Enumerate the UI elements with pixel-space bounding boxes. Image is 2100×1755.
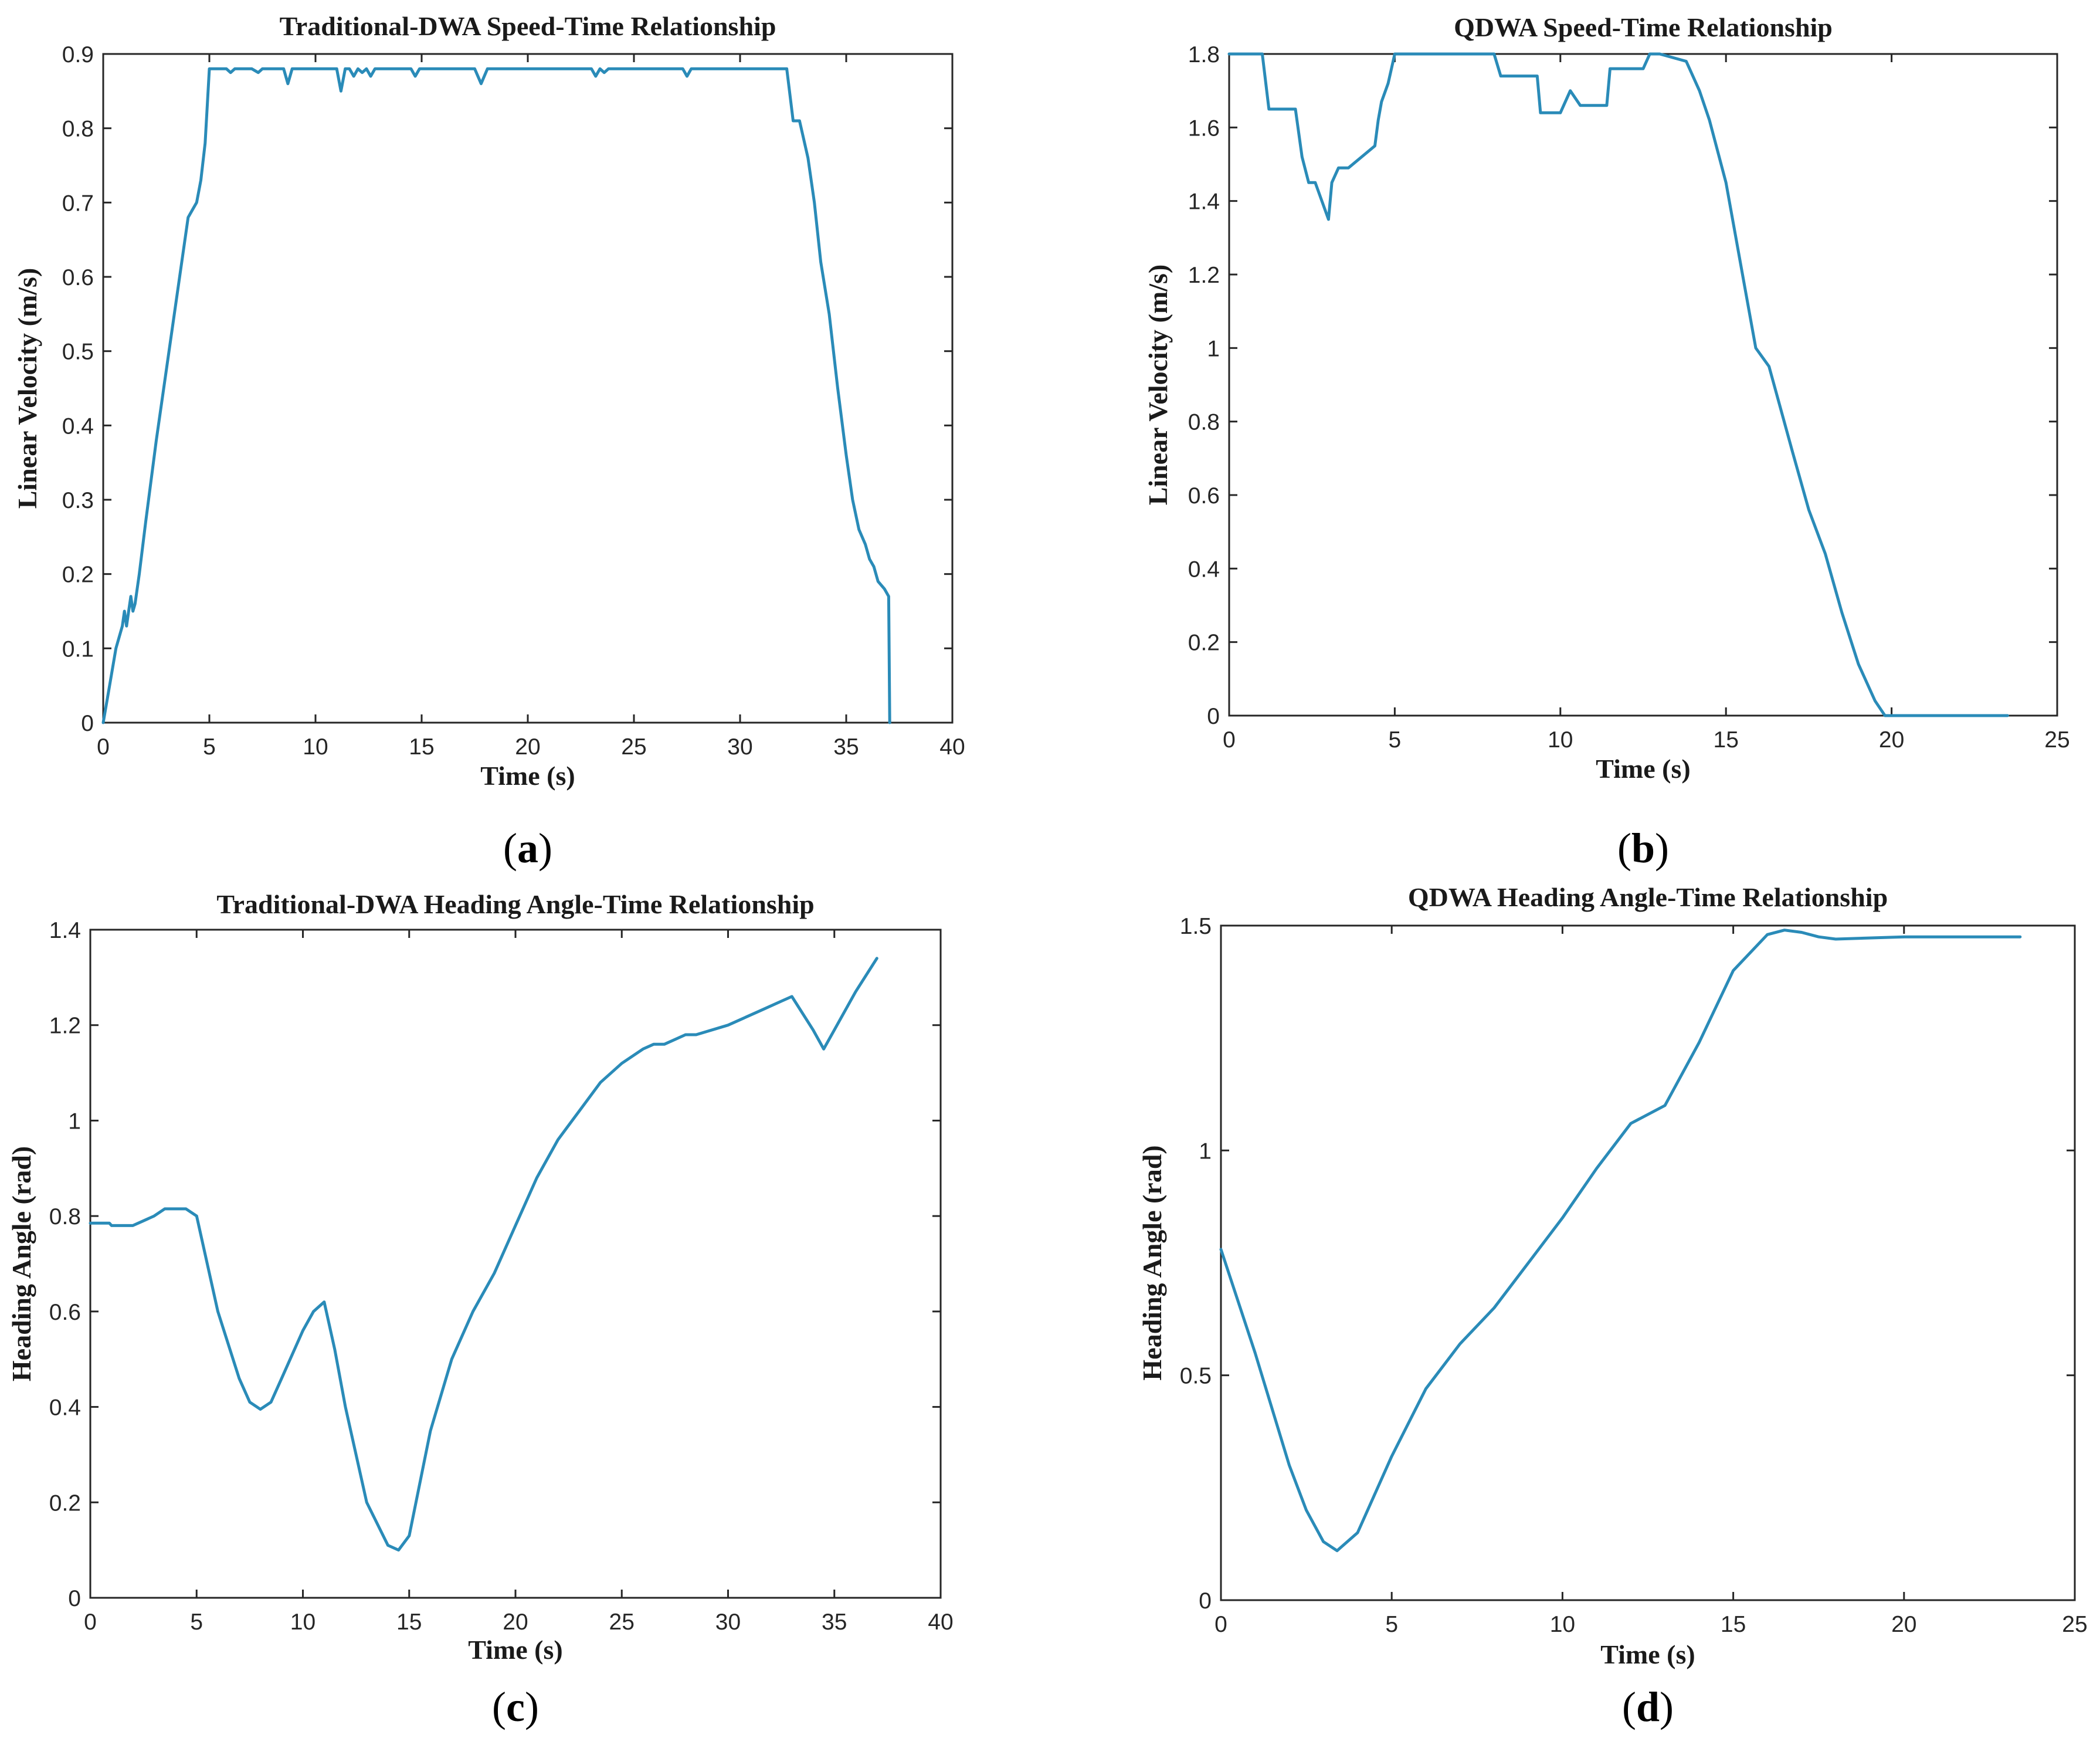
- x-tick-label: 30: [715, 1610, 741, 1635]
- x-tick-label: 10: [1550, 1612, 1575, 1637]
- x-tick-label: 5: [190, 1610, 203, 1635]
- y-tick-label: 1.4: [1188, 189, 1220, 215]
- x-tick-label: 5: [1389, 727, 1402, 753]
- y-tick-label: 0.6: [62, 265, 94, 290]
- y-tick-label: 1.2: [1188, 263, 1220, 288]
- x-tick-label: 40: [939, 734, 965, 760]
- y-tick-label: 0.3: [62, 488, 94, 513]
- x-tick-label: 20: [503, 1610, 528, 1635]
- y-tick-label: 1: [1199, 1139, 1212, 1164]
- x-tick-label: 15: [1721, 1612, 1746, 1637]
- axes-box: [1220, 924, 2076, 1601]
- y-tick-label: 1.5: [1180, 914, 1212, 939]
- chart-title: Traditional-DWA Heading Angle-Time Relat…: [216, 889, 814, 919]
- x-tick-label: 25: [609, 1610, 635, 1635]
- x-axis-label: Time (s): [468, 1635, 562, 1665]
- axes-box: [1228, 53, 2058, 717]
- x-tick-label: 25: [2062, 1612, 2087, 1637]
- x-tick-label: 35: [822, 1610, 847, 1635]
- panel-label-letter: a: [517, 825, 538, 872]
- y-axis-label: Linear Velocity (m/s): [12, 268, 42, 509]
- x-tick-label: 10: [1548, 727, 1573, 753]
- y-axis-label: Heading Angle (rad): [1137, 1145, 1167, 1380]
- panel-label-letter: b: [1631, 825, 1655, 872]
- y-tick-label: 0.8: [1188, 410, 1220, 435]
- x-tick-label: 0: [97, 734, 110, 760]
- x-tick-label: 15: [1714, 727, 1739, 753]
- series-line: [1219, 929, 2022, 1553]
- y-tick-label: 0.1: [62, 636, 94, 662]
- y-tick-label: 0: [68, 1586, 81, 1611]
- chart-title: QDWA Heading Angle-Time Relationship: [1408, 882, 1888, 912]
- chart-panel-a: 0 5 10 15 20 25 30 35 40 0 0.1 0.2 0.3 0.4 0.5 0.6 0.7 0.…: [12, 11, 965, 872]
- x-tick-label: 10: [303, 734, 328, 760]
- x-tick-label: 10: [290, 1610, 315, 1635]
- x-tick-label: 40: [928, 1610, 953, 1635]
- y-tick-label: 0.2: [1188, 631, 1220, 656]
- y-tick-label: 0.4: [62, 414, 94, 439]
- panel-label-letter: c: [506, 1683, 525, 1730]
- x-tick-label: 15: [409, 734, 434, 760]
- x-tick-label: 5: [1385, 1612, 1398, 1637]
- x-tick-label: 35: [833, 734, 859, 760]
- chart-title: Traditional-DWA Speed-Time Relationship: [280, 11, 776, 41]
- y-tick-label: 0.7: [62, 191, 94, 216]
- chart-panel-b: 0 5 10 15 20 25 0 0.2 0.4 0.6 0.8 1 1.2 1.4 1.6 1.8 QDWA…: [1143, 12, 2070, 872]
- y-tick-label: 0.2: [49, 1490, 81, 1516]
- panel-label: (c): [492, 1683, 539, 1730]
- y-tick-label: 0: [81, 711, 94, 736]
- x-axis-label: Time (s): [1596, 754, 1690, 784]
- chart-panel-d: 0 5 10 15 20 25 0 0.5 1 1.5 QDWA Heading Angle-Tim…: [1137, 882, 2088, 1730]
- x-tick-label: 15: [396, 1610, 422, 1635]
- y-tick-label: 1: [1207, 336, 1220, 361]
- y-tick-label: 0.9: [62, 42, 94, 67]
- chart-title: QDWA Speed-Time Relationship: [1454, 12, 1833, 42]
- x-tick-label: 20: [1879, 727, 1904, 753]
- x-tick-label: 30: [727, 734, 752, 760]
- y-tick-label: 0.6: [49, 1300, 81, 1325]
- x-tick-label: 0: [84, 1610, 97, 1635]
- x-tick-label: 20: [515, 734, 540, 760]
- y-tick-label: 1.2: [49, 1014, 81, 1039]
- series-line: [101, 67, 891, 724]
- y-tick-label: 0.5: [1180, 1364, 1212, 1389]
- series-line: [1227, 52, 2009, 717]
- x-tick-label: 25: [2044, 727, 2070, 753]
- panel-label: (d): [1622, 1683, 1674, 1730]
- panel-label: (a): [503, 825, 552, 872]
- y-axis-label: Linear Velocity (m/s): [1143, 265, 1173, 506]
- axes-box: [89, 929, 942, 1599]
- y-tick-label: 1.4: [49, 918, 81, 943]
- x-axis-label: Time (s): [1600, 1639, 1695, 1669]
- y-tick-label: 0: [1199, 1588, 1212, 1614]
- y-tick-label: 1: [68, 1109, 81, 1134]
- x-tick-label: 25: [621, 734, 646, 760]
- y-tick-label: 0.8: [62, 117, 94, 142]
- y-tick-label: 1.6: [1188, 116, 1220, 141]
- y-tick-label: 0.8: [49, 1204, 81, 1229]
- y-tick-label: 0: [1207, 704, 1220, 729]
- y-tick-label: 0.6: [1188, 483, 1220, 509]
- y-axis-label: Heading Angle (rad): [6, 1146, 36, 1381]
- axes-box: [102, 53, 954, 724]
- y-tick-label: 0.4: [1188, 557, 1220, 582]
- y-tick-label: 0.4: [49, 1395, 81, 1421]
- x-tick-label: 0: [1223, 727, 1236, 753]
- x-tick-label: 20: [1891, 1612, 1916, 1637]
- y-tick-label: 0.5: [62, 340, 94, 365]
- x-tick-label: 0: [1214, 1612, 1227, 1637]
- y-tick-label: 0.2: [62, 563, 94, 588]
- panel-label-letter: d: [1636, 1683, 1660, 1730]
- x-tick-label: 5: [203, 734, 216, 760]
- series-line: [89, 957, 878, 1552]
- y-tick-label: 1.8: [1188, 42, 1220, 67]
- x-axis-label: Time (s): [480, 761, 575, 791]
- panel-label: (b): [1617, 825, 1669, 872]
- chart-panel-c: 0 5 10 15 20 25 30 35 40 0 0.2 0.4 0.6 0.8 1 1.2 1.4 Trad…: [6, 889, 954, 1730]
